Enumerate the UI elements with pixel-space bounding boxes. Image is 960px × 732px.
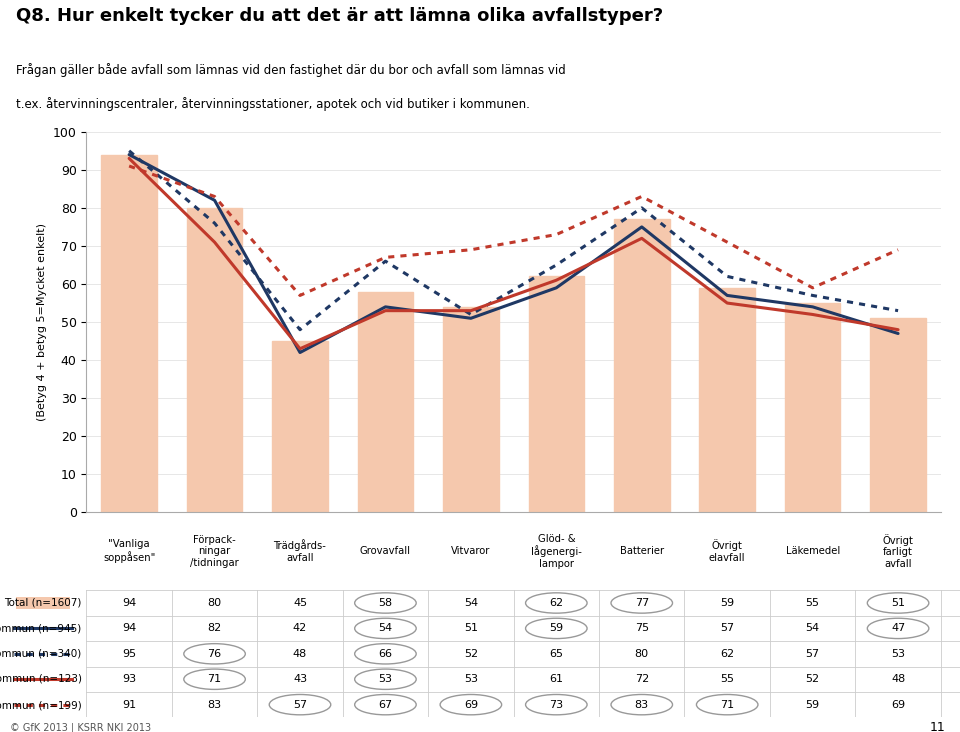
Text: 54: 54 bbox=[805, 624, 820, 633]
Bar bbox=[871, 318, 925, 512]
Text: 71: 71 bbox=[720, 700, 734, 709]
Text: 83: 83 bbox=[207, 700, 222, 709]
Text: © GfK 2013 | KSRR NKI 2013: © GfK 2013 | KSRR NKI 2013 bbox=[10, 722, 151, 732]
Text: Mörbylånga kommun (n=199): Mörbylånga kommun (n=199) bbox=[0, 699, 82, 711]
Bar bbox=[614, 220, 669, 512]
Text: 43: 43 bbox=[293, 674, 307, 684]
Text: 47: 47 bbox=[891, 624, 905, 633]
Text: 82: 82 bbox=[207, 624, 222, 633]
Text: 65: 65 bbox=[549, 649, 564, 659]
Text: 55: 55 bbox=[720, 674, 734, 684]
Bar bbox=[273, 341, 327, 512]
Text: 52: 52 bbox=[805, 674, 820, 684]
Text: Övrigt
elavfall: Övrigt elavfall bbox=[708, 539, 746, 563]
Text: 83: 83 bbox=[635, 700, 649, 709]
Text: Kalmar kommun (n=945): Kalmar kommun (n=945) bbox=[0, 624, 82, 633]
Text: 53: 53 bbox=[891, 649, 905, 659]
Bar bbox=[102, 154, 156, 512]
Text: 48: 48 bbox=[891, 674, 905, 684]
Text: 59: 59 bbox=[720, 598, 734, 608]
Text: Övrigt
farligt
avfall: Övrigt farligt avfall bbox=[882, 534, 914, 569]
Text: Batterier: Batterier bbox=[620, 546, 663, 556]
Text: Trädgårds-
avfall: Trädgårds- avfall bbox=[274, 539, 326, 563]
Text: 75: 75 bbox=[635, 624, 649, 633]
Text: 69: 69 bbox=[464, 700, 478, 709]
Text: 76: 76 bbox=[207, 649, 222, 659]
Text: Q8. Hur enkelt tycker du att det är att lämna olika avfallstyper?: Q8. Hur enkelt tycker du att det är att … bbox=[16, 7, 663, 25]
Text: 94: 94 bbox=[122, 624, 136, 633]
FancyBboxPatch shape bbox=[16, 597, 70, 608]
Text: Vitvaror: Vitvaror bbox=[451, 546, 491, 556]
Bar bbox=[785, 303, 840, 512]
Text: 71: 71 bbox=[207, 674, 222, 684]
Text: 11: 11 bbox=[930, 720, 946, 732]
Text: 72: 72 bbox=[635, 674, 649, 684]
Text: K: K bbox=[884, 48, 913, 83]
Text: Grovavfall: Grovavfall bbox=[360, 546, 411, 556]
Text: 59: 59 bbox=[549, 624, 564, 633]
Text: Frågan gäller både avfall som lämnas vid den fastighet där du bor och avfall som: Frågan gäller både avfall som lämnas vid… bbox=[16, 63, 565, 77]
Text: 61: 61 bbox=[549, 674, 564, 684]
Bar bbox=[358, 291, 413, 512]
Y-axis label: (Betyg 4 + betyg 5=Mycket enkelt): (Betyg 4 + betyg 5=Mycket enkelt) bbox=[37, 223, 47, 421]
Text: t.ex. återvinningscentraler, återvinningsstationer, apotek och vid butiker i kom: t.ex. återvinningscentraler, återvinning… bbox=[16, 97, 530, 111]
Bar bbox=[700, 288, 755, 512]
Text: 59: 59 bbox=[805, 700, 820, 709]
Text: Glöd- &
lågenergi-
lampor: Glöd- & lågenergi- lampor bbox=[531, 534, 582, 569]
Text: 80: 80 bbox=[635, 649, 649, 659]
Text: 45: 45 bbox=[293, 598, 307, 608]
Text: 91: 91 bbox=[122, 700, 136, 709]
Text: 62: 62 bbox=[549, 598, 564, 608]
Text: Torsås kommun (n=123): Torsås kommun (n=123) bbox=[0, 673, 82, 685]
Text: Förpack-
ningar
/tidningar: Förpack- ningar /tidningar bbox=[190, 535, 239, 568]
Text: 53: 53 bbox=[378, 674, 393, 684]
Text: 51: 51 bbox=[891, 598, 905, 608]
Text: Nybro kommun (n=340): Nybro kommun (n=340) bbox=[0, 649, 82, 659]
Text: 54: 54 bbox=[464, 598, 478, 608]
Text: 58: 58 bbox=[378, 598, 393, 608]
Bar bbox=[187, 208, 242, 512]
Text: G: G bbox=[834, 48, 863, 83]
Text: 54: 54 bbox=[378, 624, 393, 633]
Text: Läkemedel: Läkemedel bbox=[785, 546, 840, 556]
Text: 69: 69 bbox=[891, 700, 905, 709]
Text: 62: 62 bbox=[720, 649, 734, 659]
Text: f: f bbox=[868, 48, 884, 83]
Text: 57: 57 bbox=[805, 649, 820, 659]
Text: 93: 93 bbox=[122, 674, 136, 684]
Text: 73: 73 bbox=[549, 700, 564, 709]
Bar bbox=[529, 277, 584, 512]
Text: 57: 57 bbox=[293, 700, 307, 709]
Text: 94: 94 bbox=[122, 598, 136, 608]
Text: 48: 48 bbox=[293, 649, 307, 659]
Bar bbox=[444, 307, 498, 512]
Text: Total (n=1607): Total (n=1607) bbox=[4, 598, 82, 608]
Text: 66: 66 bbox=[378, 649, 393, 659]
Text: 77: 77 bbox=[635, 598, 649, 608]
Text: 67: 67 bbox=[378, 700, 393, 709]
Text: 57: 57 bbox=[720, 624, 734, 633]
Text: 42: 42 bbox=[293, 624, 307, 633]
Text: 51: 51 bbox=[464, 624, 478, 633]
Text: "Vanliga
soppåsen": "Vanliga soppåsen" bbox=[103, 539, 156, 564]
Text: 53: 53 bbox=[464, 674, 478, 684]
Text: 95: 95 bbox=[122, 649, 136, 659]
Text: 55: 55 bbox=[805, 598, 820, 608]
Text: 80: 80 bbox=[207, 598, 222, 608]
Text: 52: 52 bbox=[464, 649, 478, 659]
